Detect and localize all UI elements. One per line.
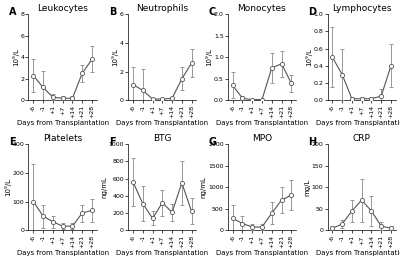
Text: D: D	[308, 7, 316, 17]
Y-axis label: ng/mL: ng/mL	[101, 176, 107, 198]
Title: Platelets: Platelets	[43, 134, 82, 143]
Title: CRP: CRP	[353, 134, 371, 143]
Title: Monocytes: Monocytes	[238, 4, 286, 13]
Text: B: B	[109, 7, 116, 17]
Y-axis label: mg/L: mg/L	[304, 179, 310, 196]
Title: Neutrophils: Neutrophils	[136, 4, 188, 13]
Text: E: E	[9, 137, 16, 147]
Text: C: C	[209, 7, 216, 17]
Text: A: A	[9, 7, 17, 17]
Y-axis label: ng/mL: ng/mL	[201, 176, 207, 198]
X-axis label: Days from Transplantation: Days from Transplantation	[116, 250, 208, 256]
X-axis label: Days from Transplantation: Days from Transplantation	[316, 120, 400, 126]
Y-axis label: 10⁹/L: 10⁹/L	[305, 48, 312, 66]
X-axis label: Days from Transplantation: Days from Transplantation	[216, 250, 308, 256]
X-axis label: Days from Transplantation: Days from Transplantation	[316, 250, 400, 256]
Y-axis label: 10⁹/L: 10⁹/L	[12, 48, 19, 66]
X-axis label: Days from Transplantation: Days from Transplantation	[116, 120, 208, 126]
X-axis label: Days from Transplantation: Days from Transplantation	[16, 120, 109, 126]
Y-axis label: 10⁹/L: 10⁹/L	[4, 178, 11, 196]
Title: Leukocytes: Leukocytes	[37, 4, 88, 13]
Y-axis label: 10⁹/L: 10⁹/L	[205, 48, 212, 66]
Title: Lymphocytes: Lymphocytes	[332, 4, 392, 13]
Title: BTG: BTG	[153, 134, 172, 143]
Text: H: H	[308, 137, 316, 147]
X-axis label: Days from Transplantation: Days from Transplantation	[216, 120, 308, 126]
X-axis label: Days from Transplantation: Days from Transplantation	[16, 250, 109, 256]
Text: G: G	[209, 137, 217, 147]
Text: F: F	[109, 137, 116, 147]
Y-axis label: 10⁹/L: 10⁹/L	[112, 48, 118, 66]
Title: MPO: MPO	[252, 134, 272, 143]
